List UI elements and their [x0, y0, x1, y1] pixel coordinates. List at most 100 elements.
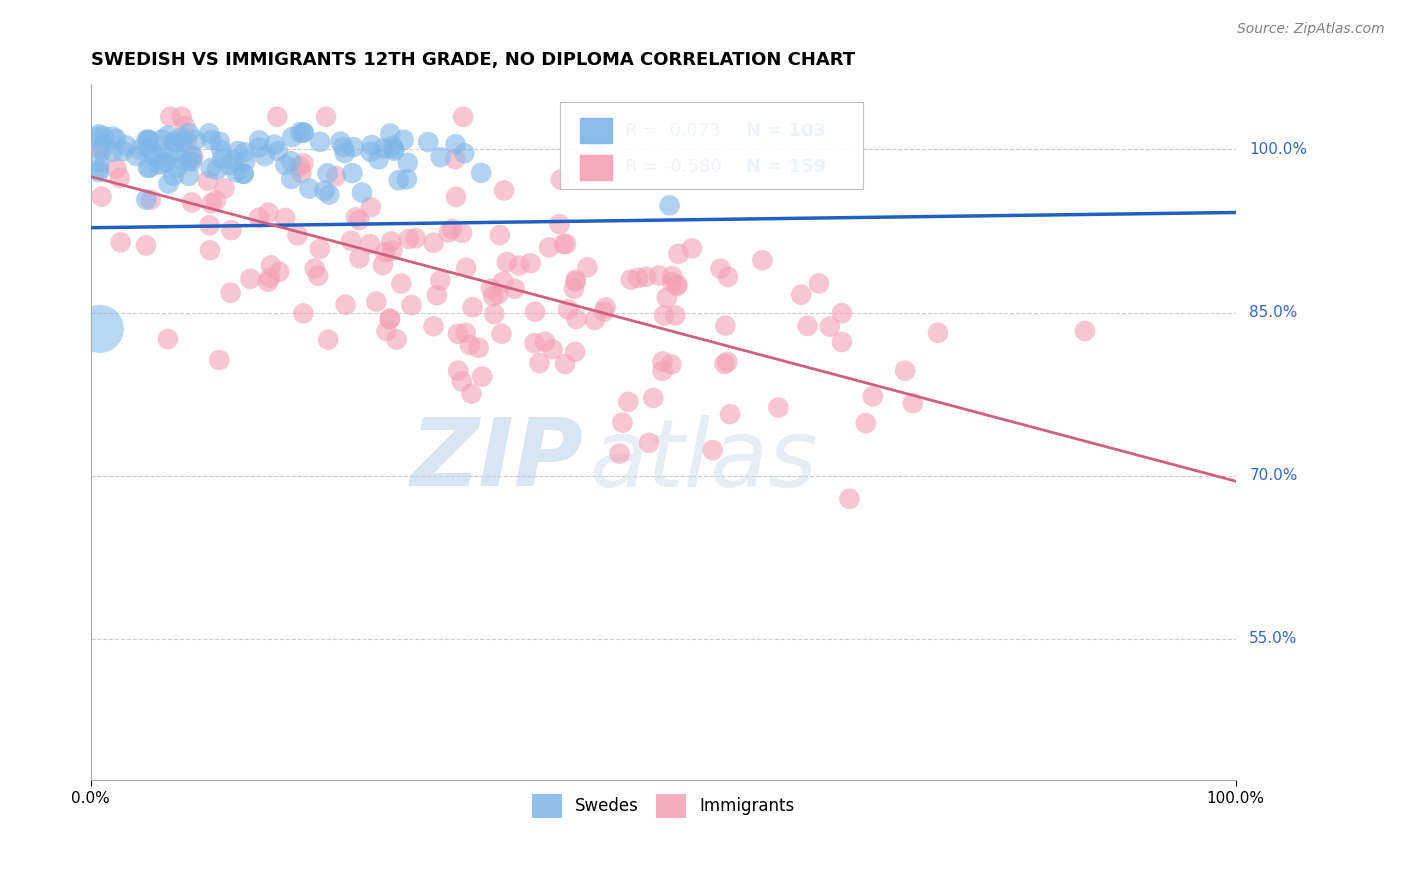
Point: [716, 355, 738, 369]
Point: [138, 161, 160, 175]
Point: [205, 162, 228, 177]
Point: [538, 240, 561, 254]
Point: [93, 129, 115, 144]
Point: [831, 334, 853, 349]
Point: [461, 300, 484, 314]
Point: [108, 170, 131, 185]
Point: [664, 309, 686, 323]
Point: [380, 235, 402, 249]
Point: [1074, 324, 1097, 338]
Point: [554, 357, 576, 371]
Point: [136, 133, 159, 147]
Point: [292, 126, 315, 140]
Point: [655, 291, 678, 305]
Point: [593, 304, 616, 318]
Point: [831, 306, 853, 320]
Point: [159, 110, 181, 124]
Point: [620, 272, 643, 286]
Point: [401, 298, 423, 312]
Point: [221, 223, 243, 237]
Point: [86, 129, 108, 144]
Point: [444, 152, 467, 166]
Point: [180, 195, 202, 210]
Point: [177, 169, 200, 183]
Point: [152, 146, 174, 161]
Point: [718, 407, 741, 421]
Point: [269, 265, 291, 279]
Point: [162, 169, 184, 183]
Point: [87, 165, 110, 179]
Point: [444, 190, 467, 204]
Point: [233, 145, 256, 160]
Point: [458, 338, 481, 352]
Point: [453, 146, 475, 161]
Point: [422, 319, 444, 334]
Point: [790, 287, 813, 301]
Point: [494, 183, 516, 197]
Point: [576, 260, 599, 275]
Point: [181, 154, 204, 169]
Point: [157, 177, 180, 191]
Point: [609, 447, 631, 461]
Point: [139, 142, 162, 156]
Point: [292, 306, 315, 320]
Point: [110, 235, 132, 250]
Point: [380, 127, 402, 141]
Point: [665, 279, 688, 293]
Text: Source: ZipAtlas.com: Source: ZipAtlas.com: [1237, 22, 1385, 37]
Point: [136, 161, 159, 175]
Point: [257, 205, 280, 219]
Point: [150, 133, 173, 147]
Point: [395, 172, 418, 186]
Point: [200, 133, 222, 147]
Point: [486, 287, 509, 301]
Legend: Swedes, Immigrants: Swedes, Immigrants: [526, 788, 801, 824]
Point: [460, 386, 482, 401]
Point: [198, 218, 221, 232]
Point: [274, 158, 297, 172]
Point: [901, 396, 924, 410]
Point: [441, 222, 464, 236]
Point: [180, 148, 202, 162]
Point: [125, 149, 148, 163]
Point: [751, 253, 773, 268]
Point: [717, 269, 740, 284]
Point: [389, 277, 412, 291]
Point: [135, 133, 157, 147]
Point: [405, 231, 427, 245]
Point: [239, 272, 262, 286]
Point: [503, 282, 526, 296]
Point: [208, 353, 231, 368]
Point: [138, 133, 160, 147]
Point: [381, 244, 404, 258]
Point: [548, 217, 571, 231]
Point: [451, 226, 474, 240]
Point: [565, 312, 588, 326]
Point: [709, 261, 731, 276]
Point: [447, 364, 470, 378]
Point: [143, 148, 166, 162]
Point: [564, 275, 586, 289]
Text: 85.0%: 85.0%: [1250, 305, 1298, 320]
Point: [135, 238, 157, 252]
Point: [492, 275, 515, 289]
Point: [307, 268, 329, 283]
Point: [280, 172, 302, 186]
Point: [557, 302, 579, 317]
Point: [838, 491, 860, 506]
Point: [170, 130, 193, 145]
Point: [456, 260, 478, 275]
Point: [290, 166, 312, 180]
Point: [177, 153, 200, 168]
Point: [87, 161, 110, 176]
Point: [177, 126, 200, 140]
Point: [807, 277, 830, 291]
Point: [595, 301, 617, 315]
Point: [447, 326, 470, 341]
Point: [668, 247, 690, 261]
Point: [488, 228, 510, 243]
Point: [927, 326, 949, 340]
Point: [862, 389, 884, 403]
Point: [470, 166, 492, 180]
Text: 100.0%: 100.0%: [1250, 142, 1308, 157]
